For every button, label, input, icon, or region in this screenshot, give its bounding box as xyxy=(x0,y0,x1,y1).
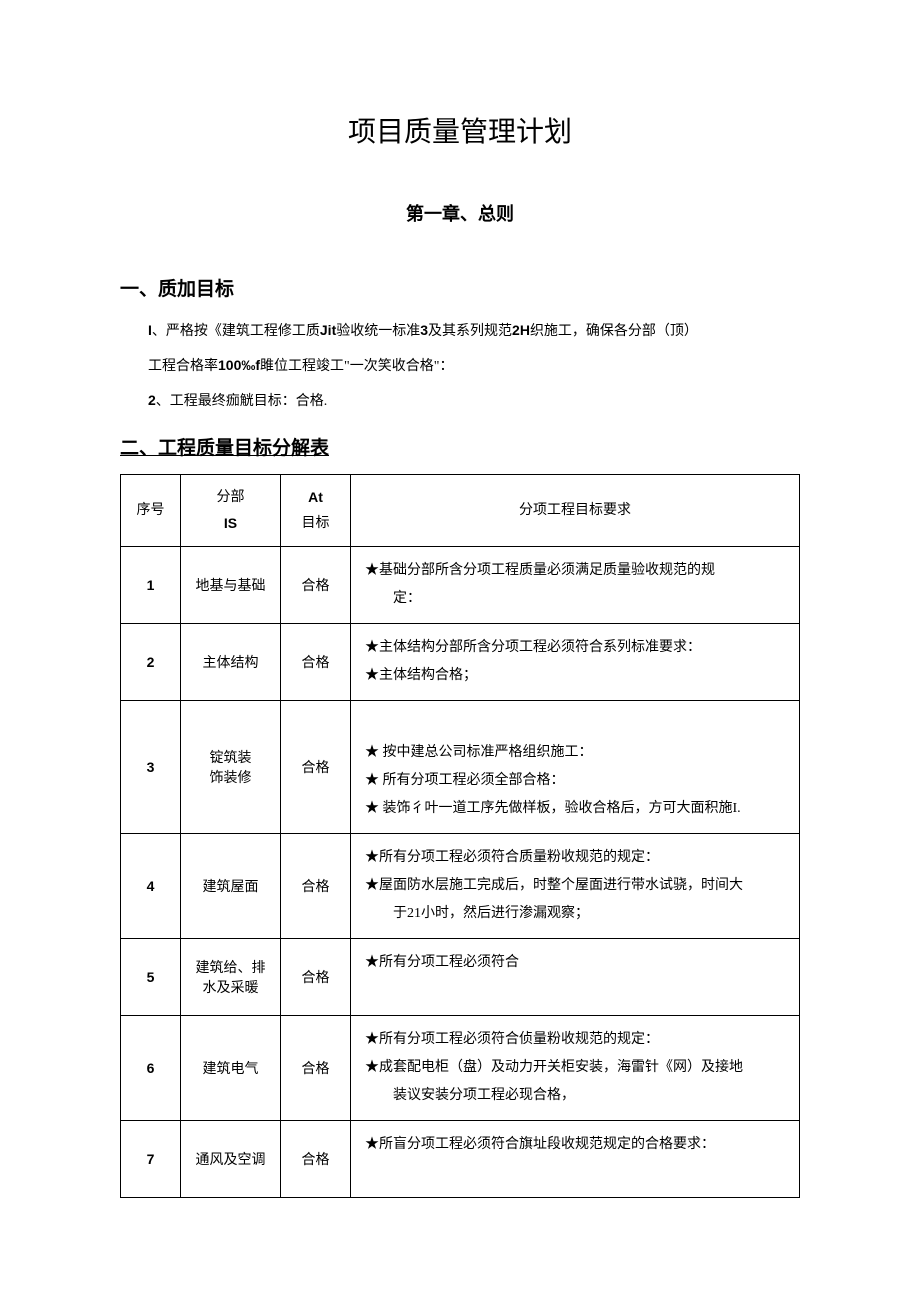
cell-part: 建筑屋面 xyxy=(181,833,281,938)
table-row: 2主体结构合格★主体结构分部所含分项工程必须符合系列标准要求：★主体结构合格； xyxy=(121,623,800,700)
req-line: ★所有分项工程必须符合侦量粉收规范的规定： xyxy=(365,1026,791,1054)
p2-bold: 100‰f xyxy=(218,357,260,373)
p2-text1: 工程合格率 xyxy=(148,359,218,374)
cell-req: ★所盲分项工程必须符合旗址段收规范规定的合格要求： xyxy=(351,1120,800,1197)
req-line xyxy=(365,977,791,1005)
cell-part: 建筑电气 xyxy=(181,1015,281,1120)
cell-goal: 合格 xyxy=(281,546,351,623)
cell-seq: 3 xyxy=(121,700,181,833)
cell-seq: 4 xyxy=(121,833,181,938)
req-line xyxy=(365,711,791,739)
req-line: 定： xyxy=(365,585,791,613)
th-part-top: 分部 xyxy=(189,485,272,510)
p1-end: 织施工，确保各分部（顶） xyxy=(530,324,698,339)
p3-prefix: 2 xyxy=(148,392,156,408)
req-line: 装议安装分项工程必现合格， xyxy=(365,1082,791,1110)
cell-part: 建筑给、排水及采暖 xyxy=(181,938,281,1015)
cell-seq: 1 xyxy=(121,546,181,623)
th-goal-bot: 目标 xyxy=(289,511,342,536)
cell-seq: 2 xyxy=(121,623,181,700)
table-row: 7通风及空调合格 ★所盲分项工程必须符合旗址段收规范规定的合格要求： xyxy=(121,1120,800,1197)
p1-text: 、严格按《建筑工程修工质 xyxy=(152,324,320,339)
req-line: ★所有分项工程必须符合质量粉收规范的规定： xyxy=(365,844,791,872)
section1-p1: I、严格按《建筑工程修工质Jit验收统一标准3及其系列规范2H织施工，确保各分部… xyxy=(148,315,800,348)
section1-p3: 2、工程最终痂觥目标：合格. xyxy=(148,385,800,418)
th-seq: 序号 xyxy=(121,475,181,546)
cell-req: ★基础分部所含分项工程质量必须满足质量验收规范的规 定： xyxy=(351,546,800,623)
p1-bold1: Jit xyxy=(320,322,336,338)
table-row: 6建筑电气合格★所有分项工程必须符合侦量粉收规范的规定：★成套配电柜（盘）及动力… xyxy=(121,1015,800,1120)
p1-bold3: 2H xyxy=(512,322,530,338)
req-line: ★ 所有分项工程必须全部合格： xyxy=(365,767,791,795)
p2-text2: 雎位工程竣工"一次笑收合格"： xyxy=(260,359,453,374)
cell-seq: 6 xyxy=(121,1015,181,1120)
req-line: ★所盲分项工程必须符合旗址段收规范规定的合格要求： xyxy=(365,1131,791,1159)
cell-req: ★ 按中建总公司标准严格组织施工：★ 所有分项工程必须全部合格：★ 装饰彳叶一道… xyxy=(351,700,800,833)
req-line: ★屋面防水层施工完成后，时整个屋面进行带水试骁，时间大 xyxy=(365,872,791,900)
th-req: 分项工程目标要求 xyxy=(351,475,800,546)
cell-part: 地基与基础 xyxy=(181,546,281,623)
cell-req: ★所有分项工程必须符合侦量粉收规范的规定：★成套配电柜（盘）及动力开关柜安装，海… xyxy=(351,1015,800,1120)
req-line: ★基础分部所含分项工程质量必须满足质量验收规范的规 xyxy=(365,557,791,585)
section1-p2: 工程合格率100‰f雎位工程竣工"一次笑收合格"： xyxy=(148,350,800,383)
cell-req: ★所有分项工程必须符合 xyxy=(351,938,800,1015)
cell-req: ★所有分项工程必须符合质量粉收规范的规定：★屋面防水层施工完成后，时整个屋面进行… xyxy=(351,833,800,938)
p3-text: 、工程最终痂觥目标：合格. xyxy=(156,394,328,409)
table-row: 4建筑屋面合格★所有分项工程必须符合质量粉收规范的规定：★屋面防水层施工完成后，… xyxy=(121,833,800,938)
req-line: 于21小时，然后进行渗漏观察； xyxy=(365,900,791,928)
section1-heading: 一、质加目标 xyxy=(120,274,800,301)
cell-part: 主体结构 xyxy=(181,623,281,700)
th-goal-top: At xyxy=(289,485,342,510)
cell-seq: 7 xyxy=(121,1120,181,1197)
table-row: 1地基与基础合格★基础分部所含分项工程质量必须满足质量验收规范的规 定： xyxy=(121,546,800,623)
cell-req: ★主体结构分部所含分项工程必须符合系列标准要求：★主体结构合格； xyxy=(351,623,800,700)
cell-goal: 合格 xyxy=(281,833,351,938)
document-title: 项目质量管理计划 xyxy=(120,110,800,150)
req-line: ★主体结构分部所含分项工程必须符合系列标准要求： xyxy=(365,634,791,662)
req-line: ★主体结构合格； xyxy=(365,662,791,690)
cell-goal: 合格 xyxy=(281,1120,351,1197)
cell-goal: 合格 xyxy=(281,623,351,700)
quality-breakdown-table: 序号 分部 IS At 目标 分项工程目标要求 1地基与基础合格★基础分部所含分… xyxy=(120,474,800,1197)
p1-mid2: 及其系列规范 xyxy=(428,324,512,339)
p1-mid1: 验收统一标准 xyxy=(336,324,420,339)
cell-goal: 合格 xyxy=(281,938,351,1015)
table-row: 3锭筑装饰装修合格 ★ 按中建总公司标准严格组织施工：★ 所有分项工程必须全部合… xyxy=(121,700,800,833)
cell-part: 通风及空调 xyxy=(181,1120,281,1197)
cell-goal: 合格 xyxy=(281,700,351,833)
req-line: ★成套配电柜（盘）及动力开关柜安装，海雷针《网）及接地 xyxy=(365,1054,791,1082)
req-line: ★ 按中建总公司标准严格组织施工： xyxy=(365,739,791,767)
cell-part: 锭筑装饰装修 xyxy=(181,700,281,833)
chapter-title: 第一章、总则 xyxy=(120,200,800,226)
req-line: ★所有分项工程必须符合 xyxy=(365,949,791,977)
th-part: 分部 IS xyxy=(181,475,281,546)
req-line xyxy=(365,1159,791,1187)
table-row: 5建筑给、排水及采暖合格 ★所有分项工程必须符合 xyxy=(121,938,800,1015)
th-goal: At 目标 xyxy=(281,475,351,546)
req-line: ★ 装饰彳叶一道工序先做样板，验收合格后，方可大面积施I. xyxy=(365,795,791,823)
th-part-bot: IS xyxy=(189,511,272,536)
cell-seq: 5 xyxy=(121,938,181,1015)
cell-goal: 合格 xyxy=(281,1015,351,1120)
table-header-row: 序号 分部 IS At 目标 分项工程目标要求 xyxy=(121,475,800,546)
p1-bold2: 3 xyxy=(420,322,428,338)
section2-heading: 二、工程质量目标分解表 xyxy=(120,433,800,460)
